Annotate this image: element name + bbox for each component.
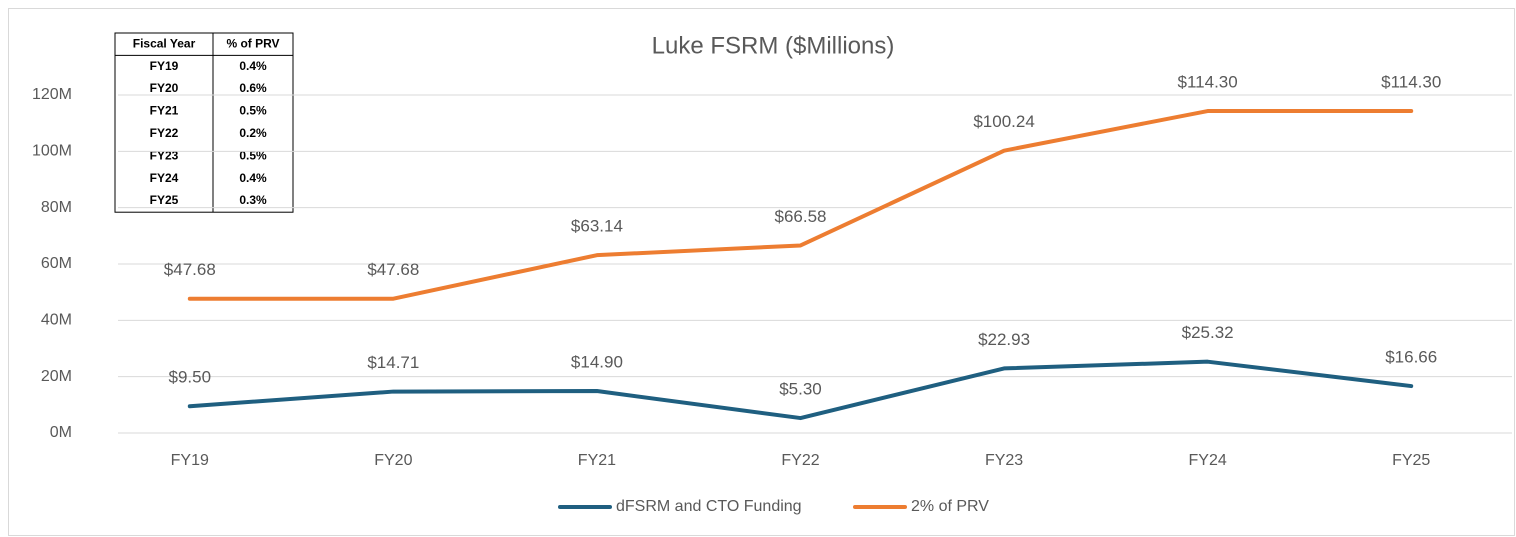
table-cell: FY22 [150,126,179,140]
data-label: $14.90 [571,353,623,372]
table-cell: 0.4% [239,171,267,185]
table-cell: 0.2% [239,126,267,140]
data-label: $114.30 [1178,73,1238,92]
data-label: $9.50 [169,368,212,387]
series-line [187,109,1414,301]
table-cell: FY23 [150,148,179,162]
table-cell: 0.4% [239,59,267,73]
data-label: $16.66 [1385,348,1437,367]
table-cell: 0.6% [239,81,267,95]
y-tick-label: 40M [41,312,72,329]
table-cell: FY19 [150,59,179,73]
data-label: $66.58 [775,207,827,226]
x-tick-label: FY20 [374,452,412,469]
prv-table: Fiscal Year % of PRV FY19 0.4% FY20 0.6% FY21 0… [114,32,294,213]
x-tick-label: FY21 [578,452,616,469]
x-tick-label: FY23 [985,452,1023,469]
table-cell: 0.5% [239,148,267,162]
y-tick-label: 60M [41,255,72,272]
x-tick-label: FY24 [1189,452,1227,469]
table-border [114,32,294,213]
legend-label: 2% of PRV [911,498,989,515]
table-cell: 0.5% [239,104,267,118]
y-tick-label: 100M [32,143,72,160]
data-label: $14.71 [367,353,419,372]
chart-title: Luke FSRM ($Millions) [652,32,895,59]
table-cell: FY24 [150,171,179,185]
table-header: Fiscal Year [133,36,196,50]
data-label: $22.93 [978,330,1030,349]
y-tick-label: 80M [41,199,72,216]
data-label: $47.68 [164,260,216,279]
table-cell: FY20 [150,81,179,95]
table-cell: 0.3% [239,193,267,207]
data-label: $47.68 [367,260,419,279]
table-cell: FY21 [150,104,179,118]
data-label: $5.30 [779,380,822,399]
table-cell: FY25 [150,193,179,207]
y-tick-label: 0M [50,424,72,441]
data-label: $100.24 [973,112,1034,131]
x-tick-label: FY19 [171,452,209,469]
y-tick-label: 20M [41,368,72,385]
y-tick-label: 120M [32,86,72,103]
data-label: $63.14 [571,217,623,236]
x-tick-label: FY22 [781,452,819,469]
table-header: % of PRV [226,36,279,50]
data-label: $25.32 [1182,323,1234,342]
legend-label: dFSRM and CTO Funding [616,498,802,515]
data-label: $114.30 [1381,73,1441,92]
series-line [187,359,1414,421]
x-tick-label: FY25 [1392,452,1430,469]
